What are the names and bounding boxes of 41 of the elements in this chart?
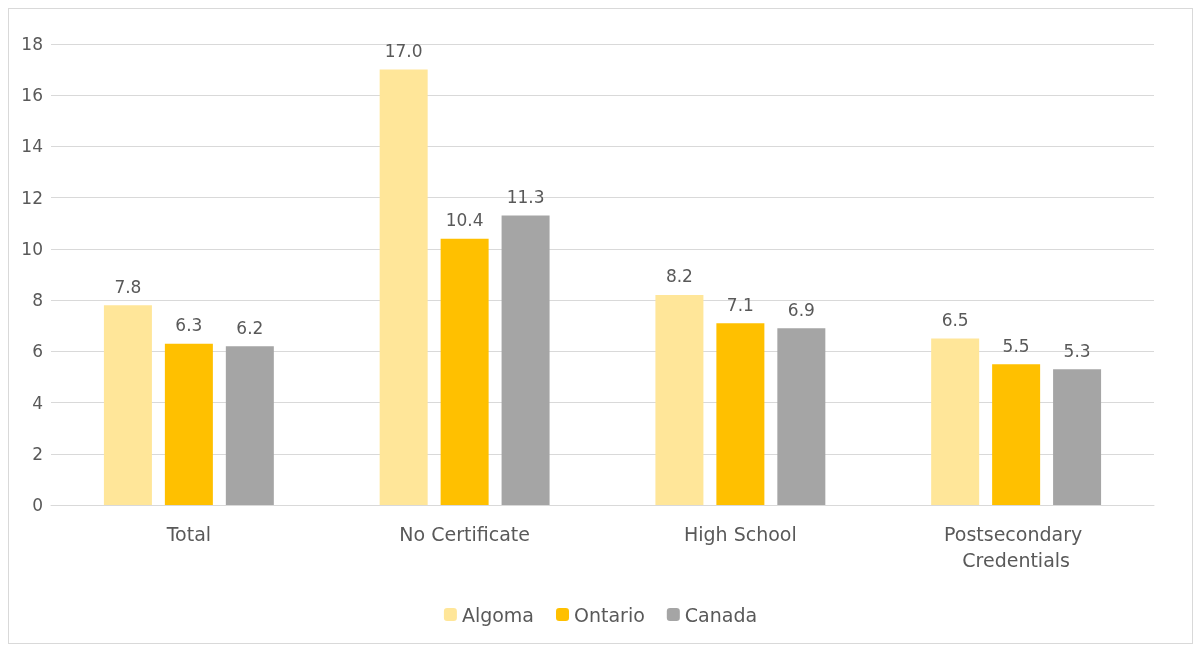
y-tick-label: 2 xyxy=(32,443,43,464)
bar xyxy=(379,69,428,505)
y-tick-label: 4 xyxy=(32,392,43,413)
x-tick-label: No Certificate xyxy=(399,523,530,545)
data-label: 6.2 xyxy=(236,317,264,338)
bar xyxy=(1053,369,1102,505)
y-tick-label: 0 xyxy=(32,495,43,515)
data-label: 5.5 xyxy=(1002,335,1030,356)
data-label: 11.3 xyxy=(506,187,545,208)
data-label: 17.0 xyxy=(384,41,423,62)
data-label: 6.9 xyxy=(787,299,815,320)
data-label: 6.5 xyxy=(941,310,969,331)
x-tick-label: Total xyxy=(165,523,212,545)
y-tick-label: 14 xyxy=(21,136,43,157)
legend-label: Canada xyxy=(684,603,758,626)
bar xyxy=(716,323,765,505)
data-label: 7.8 xyxy=(114,276,142,297)
data-label: 8.2 xyxy=(665,266,693,287)
data-label: 7.1 xyxy=(726,294,754,315)
legend-label: Ontario xyxy=(574,603,645,626)
y-tick-label: 16 xyxy=(21,85,43,106)
bar xyxy=(777,328,826,505)
bar xyxy=(225,346,274,505)
bar xyxy=(655,294,704,505)
bar xyxy=(164,343,213,505)
data-label: 6.3 xyxy=(175,315,203,336)
y-tick-label: 10 xyxy=(21,238,43,259)
y-tick-label: 8 xyxy=(32,290,43,311)
data-label: 10.4 xyxy=(445,210,484,231)
legend-label: Algoma xyxy=(461,603,535,626)
bar xyxy=(103,305,152,505)
y-tick-label: 6 xyxy=(32,341,43,362)
y-tick-label: 18 xyxy=(21,34,43,54)
x-tick-label: Postsecondary Credentials xyxy=(943,523,1089,571)
bar xyxy=(992,364,1041,505)
bar xyxy=(501,215,550,505)
bar xyxy=(440,238,489,505)
bar xyxy=(931,338,980,505)
x-tick-label: High School xyxy=(683,523,797,545)
y-tick-label: 12 xyxy=(21,187,43,208)
data-label: 5.3 xyxy=(1063,340,1091,361)
